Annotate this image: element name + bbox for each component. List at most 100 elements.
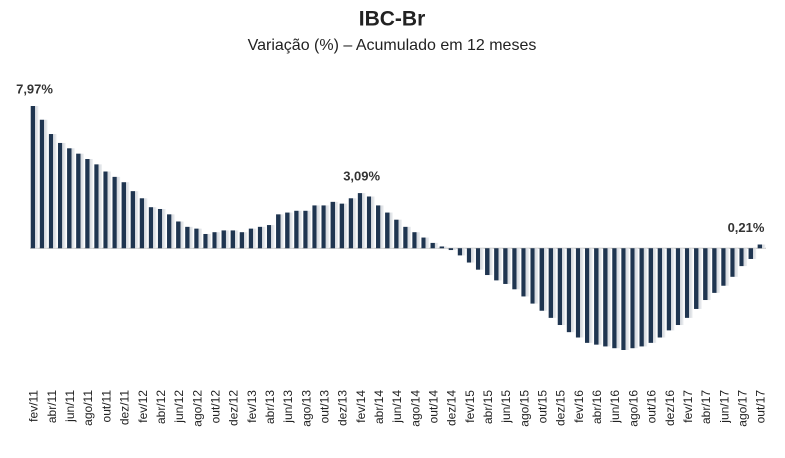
- bar: [257, 226, 266, 249]
- x-tick-label: dez/15: [554, 390, 568, 426]
- x-tick-label: ago/13: [299, 390, 313, 427]
- bar: [475, 248, 484, 270]
- bar: [403, 226, 411, 249]
- bar: [684, 248, 693, 318]
- bar: [666, 248, 675, 331]
- bar: [657, 248, 666, 338]
- x-tick-label: jun/16: [608, 390, 622, 424]
- bar: [221, 230, 230, 249]
- x-tick-label: abr/14: [372, 390, 386, 424]
- bar: [67, 148, 75, 249]
- x-tick-label: jun/14: [390, 390, 404, 424]
- x-tick-label: ago/17: [735, 390, 749, 427]
- bar: [594, 248, 602, 345]
- bar: [639, 248, 648, 347]
- x-tick-label: abr/15: [481, 390, 495, 424]
- x-tick-label: jun/12: [172, 390, 186, 424]
- bar: [584, 248, 593, 343]
- bar: [739, 248, 748, 267]
- bar: [385, 212, 393, 249]
- x-tick-label: fev/17: [681, 390, 695, 423]
- x-tick-label: out/13: [317, 390, 331, 424]
- bar: [603, 248, 611, 347]
- bar: [748, 248, 757, 259]
- bar: [321, 205, 330, 249]
- x-tick-label: jun/13: [281, 390, 295, 424]
- bar: [694, 248, 702, 309]
- x-tick-label: fev/11: [27, 390, 41, 422]
- bar: [466, 248, 475, 263]
- bar: [521, 248, 530, 297]
- bar: [376, 205, 384, 249]
- x-tick-label: abr/12: [154, 390, 168, 424]
- bar: [575, 248, 584, 338]
- bar: [239, 232, 248, 249]
- bar: [548, 248, 557, 318]
- bar: [185, 226, 193, 249]
- bar: [76, 153, 84, 249]
- bar: [248, 228, 257, 249]
- x-tick-label: out/17: [754, 390, 768, 424]
- x-tick-label: fev/16: [572, 390, 586, 423]
- bar: [730, 248, 739, 277]
- x-tick-label: out/12: [208, 390, 222, 424]
- bar: [485, 248, 493, 276]
- bar: [157, 208, 166, 249]
- bar: [394, 219, 402, 249]
- bar: [312, 205, 321, 249]
- x-tick-label: abr/17: [699, 390, 713, 424]
- x-tick-label: ago/14: [408, 390, 422, 427]
- bar: [276, 214, 284, 249]
- x-tick-label: fev/13: [245, 390, 259, 423]
- bar: [194, 228, 202, 249]
- bar: [494, 248, 502, 281]
- x-tick-label: abr/13: [263, 390, 277, 424]
- bar: [139, 198, 148, 249]
- x-tick-label: out/11: [99, 390, 113, 423]
- bar: [457, 248, 466, 256]
- x-tick-label: abr/11: [45, 390, 59, 423]
- x-tick-label: ago/12: [190, 390, 204, 427]
- bar: [121, 182, 130, 249]
- x-tick-label: dez/14: [445, 390, 459, 426]
- bar: [630, 248, 639, 349]
- bar: [203, 233, 212, 249]
- bar: [30, 106, 39, 249]
- bar: [48, 134, 57, 249]
- value-label: 3,09%: [343, 169, 380, 184]
- bar: [612, 248, 620, 349]
- bar: [339, 203, 348, 249]
- bar: [675, 248, 684, 326]
- value-label: 0,21%: [728, 220, 765, 235]
- bar: [57, 142, 66, 249]
- bar: [439, 246, 448, 249]
- bar: [448, 248, 457, 251]
- value-label: 7,97%: [16, 81, 53, 96]
- x-tick-label: fev/14: [354, 390, 368, 423]
- bar: [112, 176, 121, 249]
- x-tick-label: ago/11: [81, 390, 95, 426]
- bar: [357, 193, 366, 249]
- x-tick-label: ago/15: [517, 390, 531, 427]
- bar: [412, 232, 420, 249]
- bar: [512, 248, 520, 290]
- x-tick-label: jun/11: [63, 390, 77, 423]
- bar: [566, 248, 575, 333]
- bar: [266, 225, 275, 249]
- bar: [430, 242, 439, 249]
- bar: [366, 196, 375, 249]
- bar: [148, 207, 157, 249]
- x-tick-label: fev/15: [463, 390, 477, 423]
- bar: [557, 248, 566, 326]
- x-tick-label: ago/16: [626, 390, 640, 427]
- bar: [712, 248, 720, 293]
- bar: [176, 221, 184, 249]
- bar: [294, 210, 302, 249]
- bar: [39, 119, 48, 249]
- x-tick-label: abr/16: [590, 390, 604, 424]
- bar: [703, 248, 711, 301]
- bar: [757, 244, 766, 249]
- bar: [94, 164, 102, 249]
- x-tick-label: fev/12: [136, 390, 150, 423]
